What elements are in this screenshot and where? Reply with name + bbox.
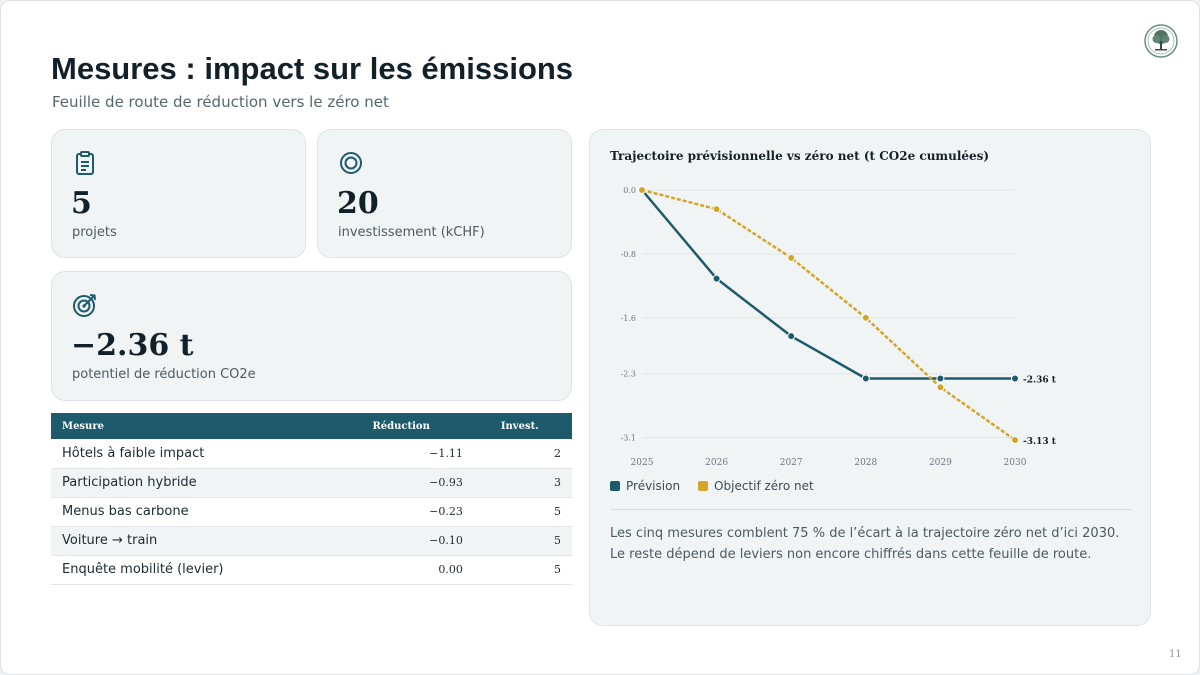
x-tick-label: 2029 [929, 458, 952, 468]
cell-measure: Voiture → train [51, 526, 317, 556]
column-header-reduction: Réduction [316, 413, 477, 439]
cell-investment: 2 [476, 439, 572, 469]
kpi-card-reduction: −2.36 t potentiel de réduction CO2e [51, 271, 572, 401]
data-point [861, 313, 870, 322]
column-header-investment: Invest. [476, 413, 572, 439]
table-row: Participation hybride −0.93 3 [51, 468, 572, 498]
legend-swatch [610, 481, 620, 491]
chart-note: Les cinq mesures comblent 75 % de l’écar… [610, 526, 1120, 562]
cell-measure: Enquête mobilité (levier) [51, 555, 317, 585]
data-point [638, 186, 646, 194]
cell-reduction: −0.93 [316, 468, 477, 498]
legend-swatch [698, 481, 709, 491]
legend-label: Prévision [626, 479, 681, 493]
kpi-label: investissement (kCHF) [338, 225, 485, 240]
cell-reduction: −0.10 [316, 526, 477, 556]
series-line-net-zero [641, 188, 1016, 442]
ring-icon [340, 152, 362, 174]
data-point [787, 332, 796, 341]
cell-reduction: −0.23 [316, 497, 477, 527]
table-row: Hôtels à faible impact −1.11 2 [51, 439, 572, 469]
page-number: 11 [1169, 649, 1182, 660]
cell-investment: 5 [476, 526, 572, 556]
y-tick-label: 0.0 [623, 186, 636, 195]
data-point [712, 205, 721, 214]
cell-investment: 5 [476, 497, 572, 527]
cell-investment: 3 [476, 468, 572, 498]
data-point [936, 383, 945, 392]
kpi-card-projects: 5 projets [51, 129, 306, 258]
cell-investment: 5 [476, 555, 572, 585]
data-point [787, 253, 796, 262]
kpi-label: projets [72, 225, 117, 240]
x-tick-label: 2030 [1004, 458, 1027, 468]
table-row: Menus bas carbone −0.23 5 [51, 497, 572, 527]
cell-measure: Hôtels à faible impact [51, 439, 317, 469]
chart-card: Trajectoire prévisionnelle vs zéro net (… [589, 129, 1151, 626]
x-tick-label: 2026 [705, 458, 728, 468]
page-subtitle: Feuille de route de réduction vers le zé… [52, 93, 389, 111]
measures-table: Mesure Réduction Invest. Hôtels à faible… [51, 413, 572, 585]
series-line-forecast [641, 189, 1015, 380]
y-tick-label: -3.1 [621, 434, 636, 443]
x-tick-label: 2027 [780, 458, 803, 468]
tree-icon [1144, 24, 1178, 58]
y-tick-label: -0.8 [621, 250, 636, 259]
data-point [1011, 436, 1019, 444]
table-row: Voiture → train −0.10 5 [51, 526, 572, 556]
data-point [861, 374, 870, 383]
legend-item-net-zero: Objectif zéro net [698, 479, 814, 493]
table-row: Enquête mobilité (levier) 0.00 5 [51, 555, 572, 585]
data-point [936, 374, 945, 383]
end-value-label: -3.13 t [1023, 437, 1057, 447]
cell-reduction: 0.00 [316, 555, 477, 585]
end-value-label: -2.36 t [1023, 375, 1057, 385]
kpi-value: 20 [337, 186, 379, 221]
kpi-value: 5 [71, 186, 92, 221]
table-header-row: Mesure Réduction Invest. [51, 413, 572, 439]
y-tick-label: -2.3 [621, 370, 636, 379]
page-title: Mesures : impact sur les émissions [51, 51, 574, 86]
legend-label: Objectif zéro net [714, 479, 814, 493]
y-tick-label: -1.6 [621, 314, 636, 323]
cell-measure: Participation hybride [51, 468, 317, 498]
x-tick-label: 2028 [854, 458, 877, 468]
target-icon [73, 294, 96, 317]
kpi-label: potentiel de réduction CO2e [72, 367, 256, 382]
x-tick-label: 2025 [631, 458, 654, 468]
clipboard-icon [76, 151, 94, 175]
chart-title: Trajectoire prévisionnelle vs zéro net (… [610, 149, 990, 163]
cell-reduction: −1.11 [316, 439, 477, 469]
divider [610, 509, 1132, 510]
data-point [1011, 374, 1019, 383]
chart-legend: Prévision Objectif zéro net [610, 479, 814, 493]
trajectory-chart: 0.0 -0.8 -1.6 -2.3 -3.1 2025 2026 2027 2028 2029 2… [621, 186, 1057, 468]
column-header-measure: Mesure [51, 413, 317, 439]
data-point [712, 274, 721, 283]
legend-item-forecast: Prévision [610, 479, 680, 493]
cell-measure: Menus bas carbone [51, 497, 317, 527]
kpi-card-investment: 20 investissement (kCHF) [317, 129, 572, 258]
kpi-value: −2.36 t [71, 328, 194, 363]
